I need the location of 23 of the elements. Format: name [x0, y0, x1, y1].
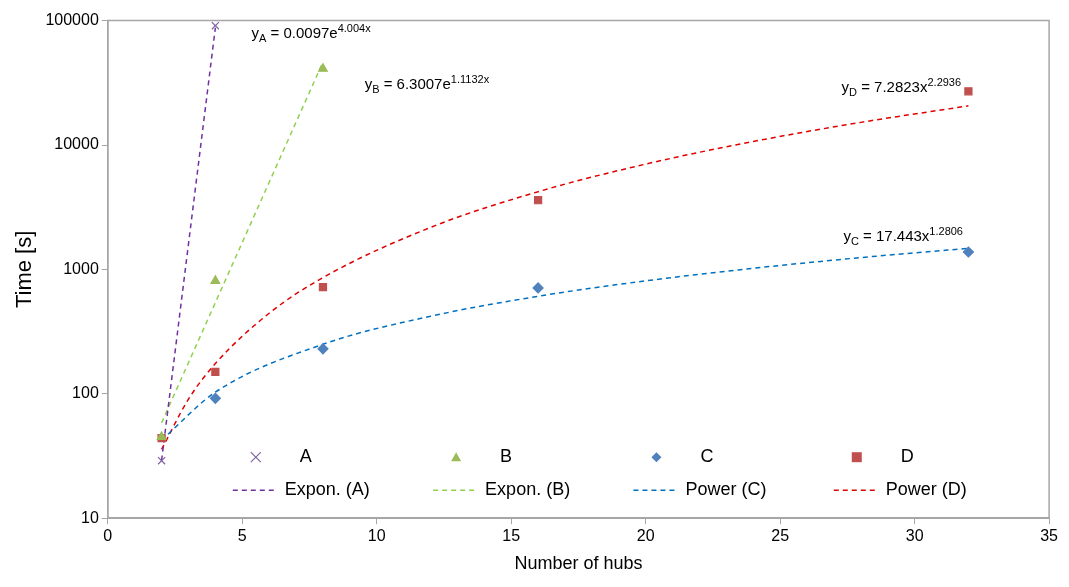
- legend-label: Expon. (B): [485, 479, 571, 500]
- y-tick-label: 10: [80, 508, 99, 526]
- x-tick-label: 30: [905, 527, 924, 545]
- y-tick-label: 1000: [63, 259, 99, 277]
- x-axis-title: Number of hubs: [514, 553, 643, 574]
- y-axis-title: Time [s]: [11, 230, 37, 309]
- x-tick-label: 10: [367, 527, 386, 545]
- x-tick-label: 0: [103, 527, 113, 545]
- legend-label: B: [500, 446, 513, 467]
- legend-label: Expon. (A): [284, 479, 370, 500]
- legend-label: C: [700, 446, 714, 467]
- legend-label: A: [299, 446, 312, 467]
- y-tick-label: 100: [72, 384, 99, 402]
- y-tick-label: 100000: [45, 11, 99, 29]
- x-tick-label: 15: [502, 527, 521, 545]
- x-tick-label: 5: [237, 527, 247, 545]
- x-tick-label: 20: [636, 527, 655, 545]
- legend-label: D: [900, 446, 914, 467]
- legend-label: Power (D): [885, 479, 967, 500]
- x-tick-label: 25: [771, 527, 790, 545]
- legend-label: Power (C): [685, 479, 767, 500]
- y-tick-label: 10000: [54, 135, 99, 153]
- x-tick-label: 35: [1040, 527, 1059, 545]
